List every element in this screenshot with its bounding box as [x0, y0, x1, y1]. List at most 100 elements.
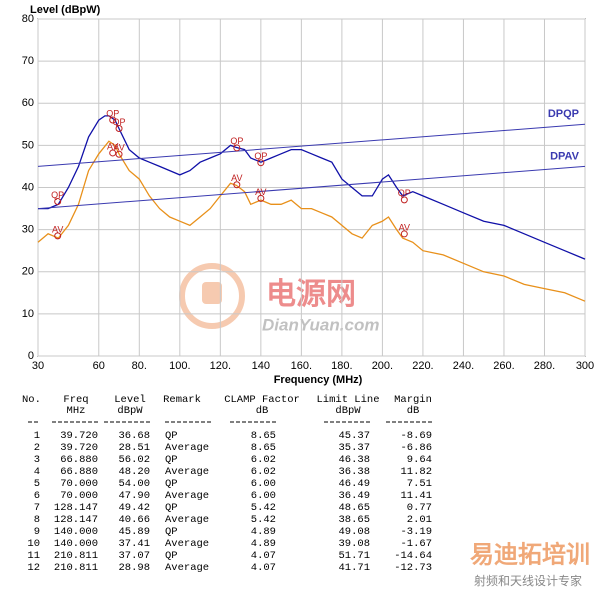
x-tick-label: 220.	[412, 360, 433, 372]
table-cell: -14.64	[394, 550, 432, 562]
table-cell: 45.89	[118, 526, 150, 538]
table-cell: 5.42	[251, 514, 276, 526]
table-cell: 46.49	[338, 478, 370, 490]
table-cell: QP	[165, 430, 178, 442]
table-cell: 6	[34, 490, 40, 502]
table-cell: 210.811	[54, 550, 98, 562]
marker-label: AV	[107, 141, 118, 151]
table-cell: 48.20	[118, 466, 150, 478]
table-cell: 6.02	[251, 466, 276, 478]
marker-point	[233, 181, 241, 189]
table-cell: Average	[165, 442, 209, 454]
table-cell: 51.71	[338, 550, 370, 562]
table-cell: 128.147	[54, 514, 98, 526]
marker-point	[115, 150, 123, 158]
column-title: Margin	[394, 394, 432, 406]
marker-label: AV	[113, 143, 124, 153]
table-cell: QP	[165, 454, 178, 466]
marker-label: QP	[106, 108, 119, 118]
x-tick-label: 120.	[210, 360, 231, 372]
watermark-logo: 电源网	[266, 278, 356, 311]
table-cell: -6.86	[400, 442, 432, 454]
table-cell: Average	[165, 538, 209, 550]
x-tick-label: 280.	[534, 360, 555, 372]
column-title: Level	[114, 394, 146, 406]
table-cell: 66.880	[60, 454, 98, 466]
table-cell: 4.89	[251, 526, 276, 538]
x-tick-label: 260.	[493, 360, 514, 372]
x-tick-label: 100.	[169, 360, 190, 372]
table-cell: 39.08	[338, 538, 370, 550]
table-cell: 11	[27, 550, 40, 562]
column-unit: MHz	[67, 405, 86, 417]
table-cell: 140.000	[54, 526, 98, 538]
x-tick-label: 60	[93, 360, 105, 372]
y-axis-label: Level (dBpW)	[30, 4, 101, 16]
y-tick-label: 30	[22, 224, 34, 236]
table-cell: 11.82	[400, 466, 432, 478]
table-cell: 6.02	[251, 454, 276, 466]
series-line	[37, 165, 586, 210]
table-cell: 12	[27, 562, 40, 574]
table-cell: Average	[165, 490, 209, 502]
marker-label: AV	[399, 222, 410, 232]
table-cell: 47.90	[118, 490, 150, 502]
table-cell: 2.01	[407, 514, 432, 526]
marker-point	[109, 149, 117, 157]
marker-label: AV	[52, 224, 63, 234]
table-cell: 4	[34, 466, 40, 478]
marker-label: QP	[113, 117, 126, 127]
marker-label: QP	[254, 151, 267, 161]
watermark: 电源网 DianYuan.com	[179, 263, 379, 334]
table-cell: 45.37	[338, 430, 370, 442]
brand: 易迪拓培训	[470, 540, 590, 568]
table-cell: 1	[34, 430, 40, 442]
table-cell: 2	[34, 442, 40, 454]
marker-label: QP	[51, 190, 64, 200]
table-cell: Average	[165, 466, 209, 478]
marker-label: AV	[231, 173, 242, 183]
table-cell: QP	[165, 550, 178, 562]
table-cell: 11.41	[400, 490, 432, 502]
table-cell: QP	[165, 526, 178, 538]
column-title: Limit Line	[316, 394, 379, 406]
table-cell: 4.07	[251, 550, 276, 562]
table-cell: 3	[34, 454, 40, 466]
table-cell: 4.07	[251, 562, 276, 574]
table-cell: 41.71	[338, 562, 370, 574]
x-tick-label: 240.	[453, 360, 474, 372]
table-cell: 5.42	[251, 502, 276, 514]
table-cell: QP	[165, 478, 178, 490]
table-cell: 140.000	[54, 538, 98, 550]
table-cell: Average	[165, 562, 209, 574]
marker-point	[109, 116, 117, 124]
table-cell: 36.68	[118, 430, 150, 442]
table-cell: 8.65	[251, 442, 276, 454]
table-cell: QP	[165, 502, 178, 514]
series-line	[37, 123, 586, 167]
table-cell: -12.73	[394, 562, 432, 574]
column-title: Remark	[163, 394, 201, 406]
limit-line-name: DPQP	[548, 108, 579, 120]
table-cell: 54.00	[118, 478, 150, 490]
table-cell: 39.720	[60, 430, 98, 442]
x-tick-label: 30	[32, 360, 44, 372]
table-cell: 70.000	[60, 490, 98, 502]
y-tick-label: 10	[22, 308, 34, 320]
column-title: No.	[22, 394, 41, 406]
table-cell: 9	[34, 526, 40, 538]
slogan: 射频和天线设计专家	[474, 573, 582, 588]
marker-point	[257, 194, 265, 202]
table-cell: Average	[165, 514, 209, 526]
table-cell: 5	[34, 478, 40, 490]
table-cell: 7	[34, 502, 40, 514]
y-tick-label: 0	[28, 350, 34, 362]
table-cell: 6.00	[251, 478, 276, 490]
table-cell: 36.49	[338, 490, 370, 502]
table-cell: 37.41	[118, 538, 150, 550]
marker-label: QP	[230, 136, 243, 146]
marker-point	[257, 159, 265, 167]
marker-point	[233, 144, 241, 152]
table-cell: 56.02	[118, 454, 150, 466]
